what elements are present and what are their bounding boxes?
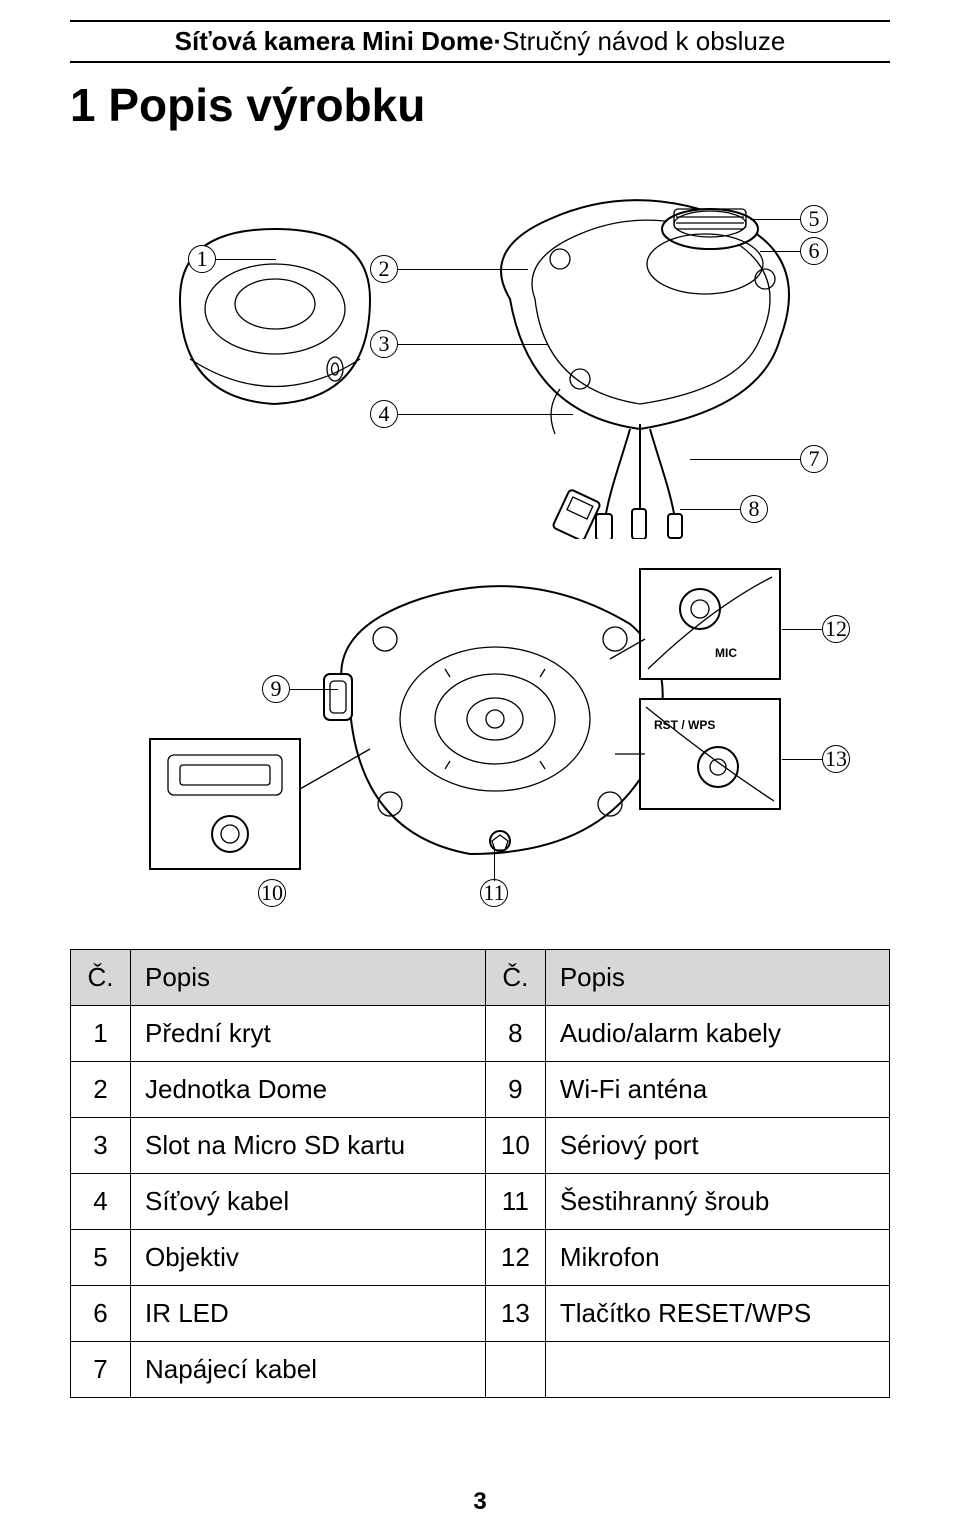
- callout-11: 11: [480, 879, 508, 907]
- col-desc-2: Popis: [545, 950, 889, 1006]
- cell-n: 11: [485, 1174, 545, 1230]
- cell-n: 4: [71, 1174, 131, 1230]
- cell-n: 9: [485, 1062, 545, 1118]
- table-row: 4 Síťový kabel 11 Šestihranný šroub: [71, 1174, 890, 1230]
- cell-d: Audio/alarm kabely: [545, 1006, 889, 1062]
- callout-13: 13: [822, 745, 850, 773]
- col-desc-1: Popis: [131, 950, 486, 1006]
- cell-n: [485, 1342, 545, 1398]
- cell-d: Wi-Fi anténa: [545, 1062, 889, 1118]
- cell-n: 5: [71, 1230, 131, 1286]
- header-plain: Stručný návod k obsluze: [502, 26, 785, 56]
- cell-n: 1: [71, 1006, 131, 1062]
- col-num-1: Č.: [71, 950, 131, 1006]
- cell-n: 3: [71, 1118, 131, 1174]
- table-row: 2 Jednotka Dome 9 Wi-Fi anténa: [71, 1062, 890, 1118]
- cell-n: 13: [485, 1286, 545, 1342]
- col-num-2: Č.: [485, 950, 545, 1006]
- table-row: 6 IR LED 13 Tlačítko RESET/WPS: [71, 1286, 890, 1342]
- cell-d: Šestihranný šroub: [545, 1174, 889, 1230]
- cell-n: 12: [485, 1230, 545, 1286]
- cell-n: 6: [71, 1286, 131, 1342]
- cell-d: Objektiv: [131, 1230, 486, 1286]
- mic-label: MIC: [715, 646, 737, 660]
- cell-d: Mikrofon: [545, 1230, 889, 1286]
- table-row: 1 Přední kryt 8 Audio/alarm kabely: [71, 1006, 890, 1062]
- table-row: 5 Objektiv 12 Mikrofon: [71, 1230, 890, 1286]
- cell-d: Napájecí kabel: [131, 1342, 486, 1398]
- top-assembly-illustration: [70, 159, 890, 539]
- header-bold: Síťová kamera Mini Dome·: [175, 26, 502, 56]
- cell-d: Slot na Micro SD kartu: [131, 1118, 486, 1174]
- cell-d: IR LED: [131, 1286, 486, 1342]
- cell-n: 10: [485, 1118, 545, 1174]
- cell-d: Jednotka Dome: [131, 1062, 486, 1118]
- table-header-row: Č. Popis Č. Popis: [71, 950, 890, 1006]
- cell-d: Přední kryt: [131, 1006, 486, 1062]
- cell-d: [545, 1342, 889, 1398]
- page-header: Síťová kamera Mini Dome·Stručný návod k …: [70, 20, 890, 63]
- page-number: 3: [0, 1488, 960, 1516]
- cell-n: 2: [71, 1062, 131, 1118]
- parts-table: Č. Popis Č. Popis 1 Přední kryt 8 Audio/…: [70, 949, 890, 1398]
- callout-12: 12: [822, 615, 850, 643]
- bottom-assembly-illustration: MIC RST / WPS: [70, 559, 890, 939]
- callout-10: 10: [258, 879, 286, 907]
- cell-n: 8: [485, 1006, 545, 1062]
- table-row: 7 Napájecí kabel: [71, 1342, 890, 1398]
- cell-d: Tlačítko RESET/WPS: [545, 1286, 889, 1342]
- table-row: 3 Slot na Micro SD kartu 10 Sériový port: [71, 1118, 890, 1174]
- cell-d: Síťový kabel: [131, 1174, 486, 1230]
- cell-n: 7: [71, 1342, 131, 1398]
- cell-d: Sériový port: [545, 1118, 889, 1174]
- product-diagram: 1 2 3 4 5 6 7 8: [70, 159, 890, 919]
- section-title: 1 Popis výrobku: [70, 81, 890, 129]
